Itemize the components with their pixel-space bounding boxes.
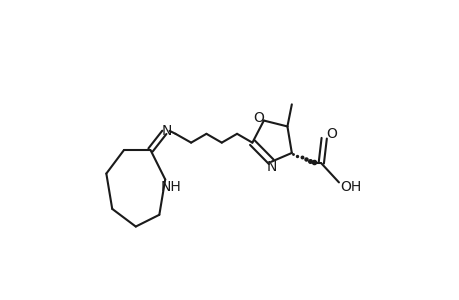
- Text: NH: NH: [161, 180, 181, 194]
- Text: O: O: [253, 111, 264, 124]
- Text: N: N: [266, 160, 276, 174]
- Text: O: O: [326, 127, 337, 141]
- Text: N: N: [161, 124, 172, 138]
- Text: OH: OH: [340, 180, 361, 194]
